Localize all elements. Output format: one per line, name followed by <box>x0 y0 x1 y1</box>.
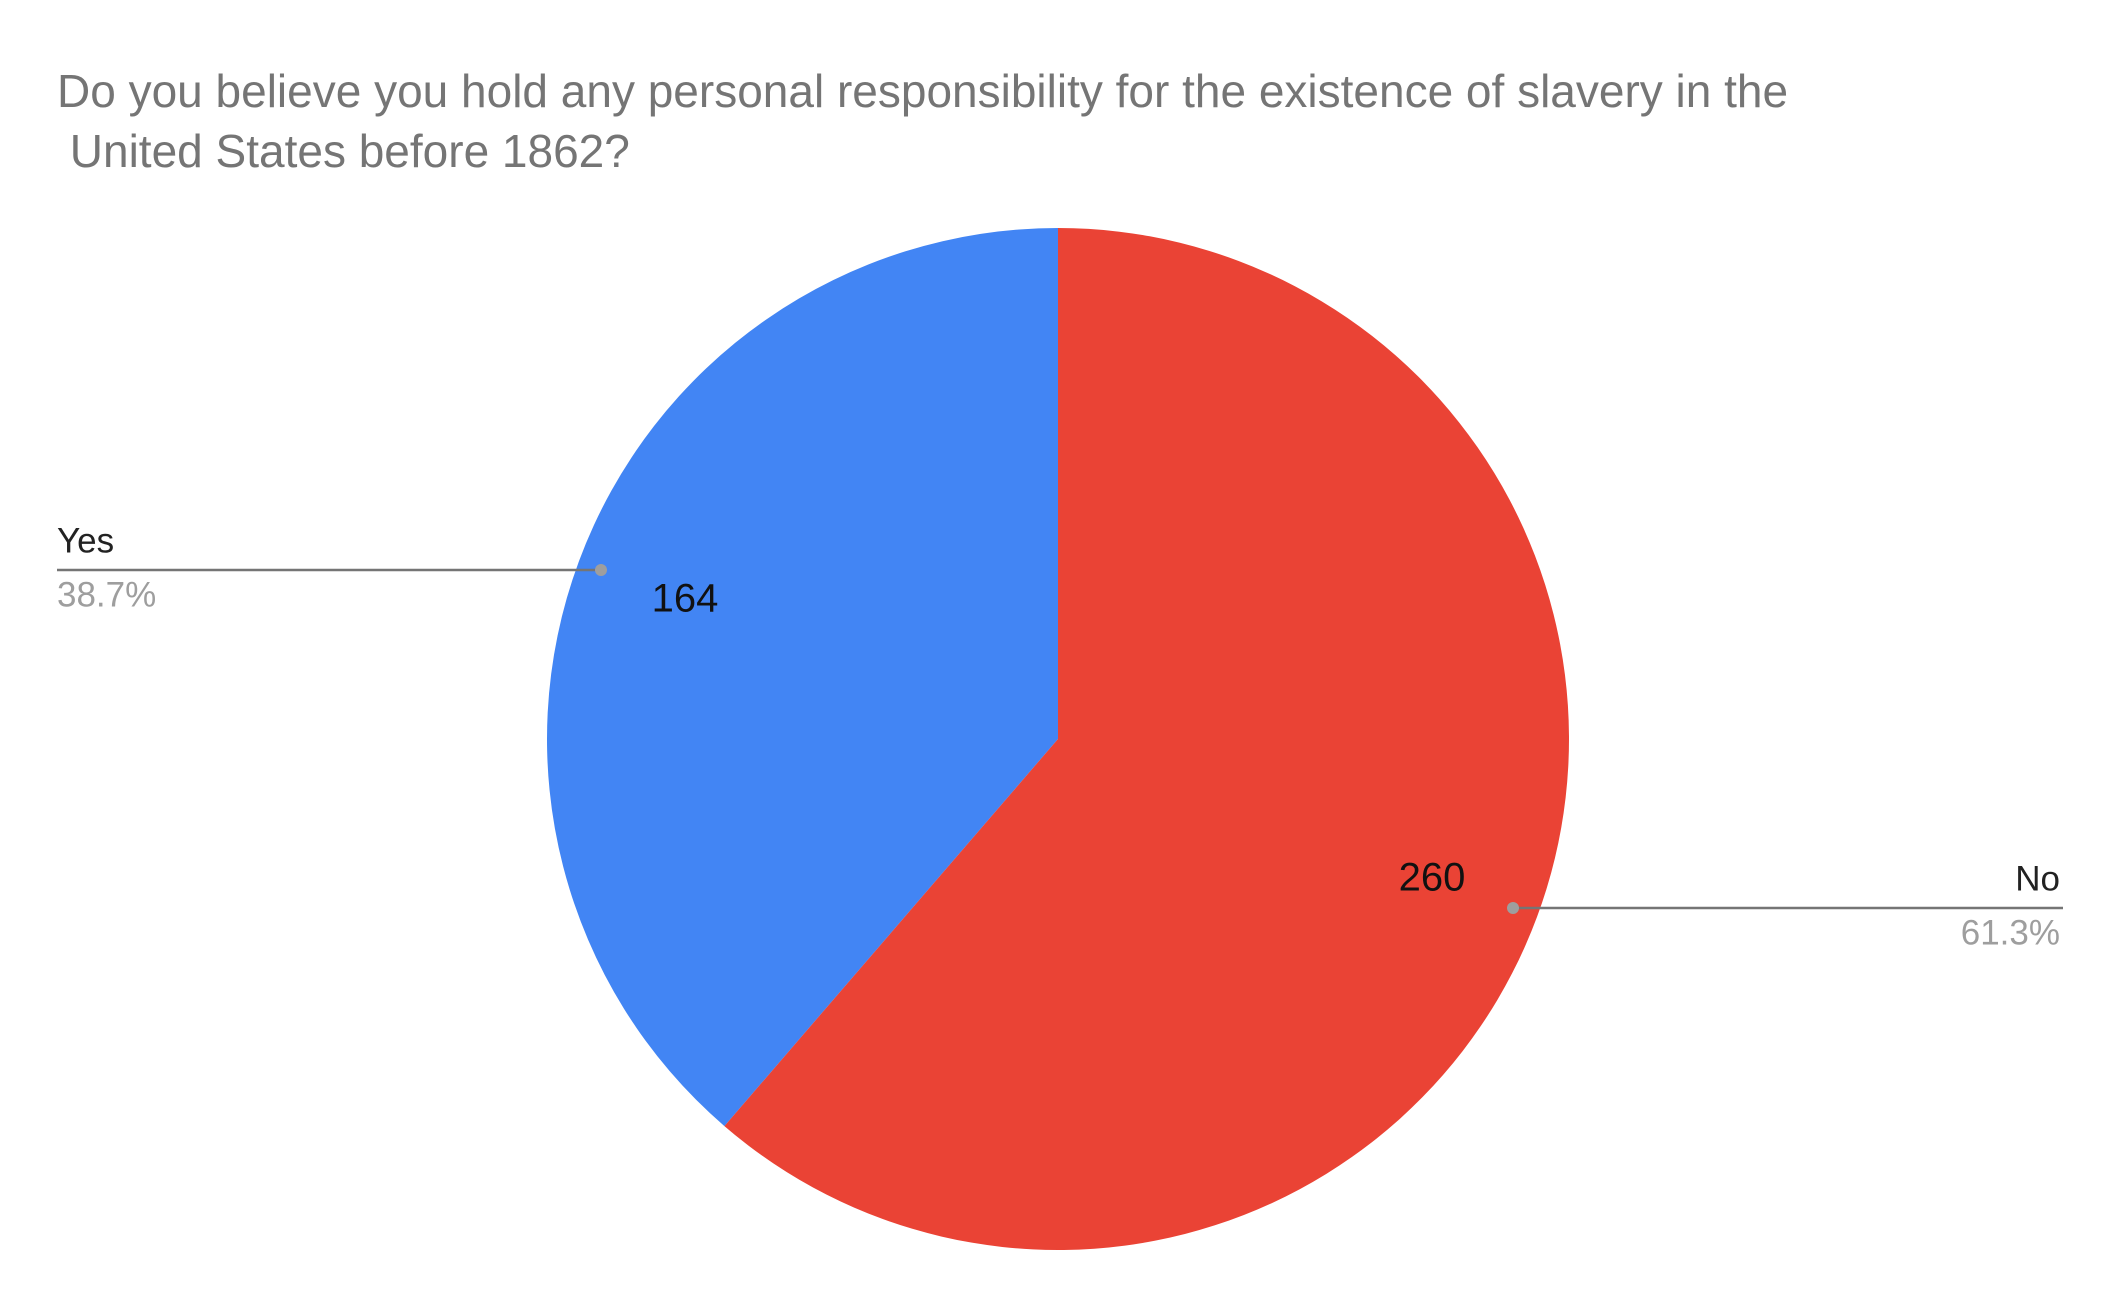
chart-title: Do you believe you hold any personal res… <box>57 65 1788 177</box>
leader-dot <box>1507 902 1519 914</box>
slice-label: No <box>2015 859 2060 898</box>
value-label: 260 <box>1399 856 1466 900</box>
pie-slice <box>546 228 1058 1127</box>
pie-slice <box>724 228 1569 1250</box>
percent-label: 61.3% <box>1961 913 2060 952</box>
slice-label: Yes <box>57 521 114 560</box>
percent-label: 38.7% <box>57 575 156 614</box>
leader-dot <box>595 564 607 576</box>
value-label: 164 <box>652 577 719 621</box>
